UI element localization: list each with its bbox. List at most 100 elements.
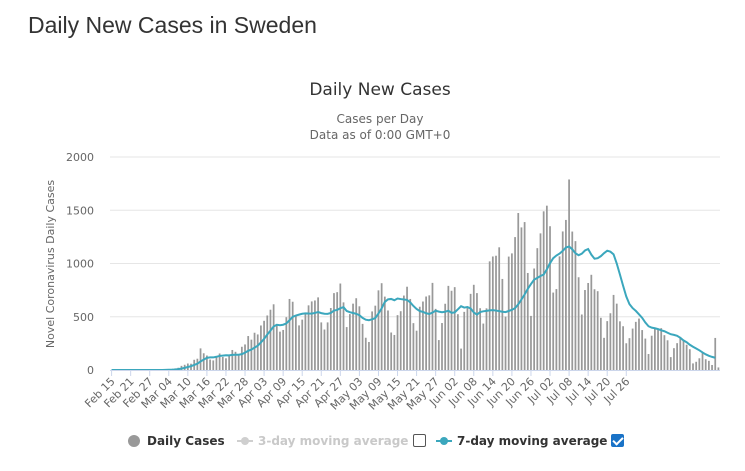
- legend-dot-icon: [128, 435, 140, 447]
- daily-cases-bar: [263, 320, 265, 370]
- daily-cases-bar: [396, 315, 399, 370]
- daily-cases-bar: [368, 341, 370, 370]
- y-tick-label: 0: [87, 364, 94, 377]
- daily-cases-bar: [272, 304, 275, 370]
- daily-cases-bar: [565, 219, 567, 370]
- y-axis-label: Novel Coronavirus Daily Cases: [44, 180, 57, 348]
- daily-cases-bar: [647, 354, 650, 370]
- daily-cases-bar: [298, 325, 300, 370]
- daily-cases-bar: [285, 317, 288, 370]
- daily-cases-bar: [526, 272, 529, 370]
- daily-cases-bar: [476, 293, 478, 370]
- legend-three-day-average[interactable]: 3-day moving average: [237, 430, 408, 452]
- daily-cases-bar: [717, 367, 720, 370]
- daily-cases-bar: [212, 360, 215, 370]
- daily-cases-bar: [209, 359, 211, 370]
- daily-cases-bar: [688, 349, 691, 370]
- legend-seven-label: 7-day moving average: [457, 434, 608, 448]
- daily-cases-bar: [507, 256, 510, 370]
- daily-cases-bar: [215, 357, 218, 370]
- daily-cases-bar: [329, 308, 332, 370]
- daily-cases-bar: [314, 300, 316, 370]
- daily-cases-bar: [692, 363, 694, 370]
- legend-three-label: 3-day moving average: [258, 434, 409, 448]
- daily-cases-bar: [666, 340, 669, 370]
- daily-cases-bars: [110, 179, 720, 370]
- daily-cases-bar: [549, 226, 551, 370]
- daily-cases-bar: [669, 357, 672, 370]
- daily-cases-bar: [294, 315, 297, 370]
- seven-day-average-checkbox[interactable]: [611, 434, 624, 447]
- daily-cases-bar: [558, 256, 561, 370]
- legend-daily-cases[interactable]: Daily Cases: [128, 430, 225, 452]
- daily-cases-bar: [466, 307, 469, 370]
- daily-cases-bar: [450, 290, 453, 370]
- daily-cases-bar: [336, 292, 339, 370]
- daily-cases-bar: [596, 291, 599, 370]
- daily-cases-bar: [599, 317, 602, 370]
- daily-cases-bar: [615, 303, 618, 370]
- daily-cases-bar: [609, 313, 612, 370]
- daily-cases-bar: [441, 323, 443, 370]
- daily-cases-bar: [431, 282, 434, 370]
- daily-cases-bar: [704, 359, 707, 370]
- daily-cases-bar: [612, 294, 615, 370]
- daily-cases-bar: [260, 325, 262, 370]
- daily-cases-bar: [358, 306, 361, 370]
- daily-cases-bar: [339, 283, 342, 370]
- daily-cases-bar: [345, 327, 348, 370]
- daily-cases-bar: [288, 298, 291, 370]
- daily-cases-bar: [399, 311, 402, 370]
- daily-cases-bar: [333, 293, 335, 370]
- daily-cases-bar: [457, 314, 459, 370]
- daily-cases-bar: [625, 343, 628, 370]
- y-axis-ticks: 0 500 1000 1500 2000: [66, 151, 94, 377]
- daily-cases-bar: [638, 318, 640, 370]
- daily-cases-bar: [590, 274, 593, 370]
- grid-lines: [110, 156, 720, 318]
- daily-cases-bar: [250, 339, 253, 370]
- daily-cases-bar: [654, 328, 656, 370]
- daily-cases-bar: [349, 314, 351, 370]
- daily-cases-bar: [291, 301, 294, 370]
- daily-cases-bar: [422, 301, 424, 370]
- daily-cases-bar: [657, 329, 659, 370]
- daily-cases-bar: [701, 352, 704, 370]
- daily-cases-bar: [679, 336, 682, 370]
- daily-cases-bar: [714, 337, 717, 370]
- daily-cases-bar: [393, 334, 396, 370]
- daily-cases-bar: [269, 309, 272, 370]
- daily-cases-bar: [634, 321, 637, 370]
- daily-cases-bar: [307, 305, 310, 370]
- daily-cases-bar: [695, 361, 698, 370]
- daily-cases-bar: [377, 290, 380, 370]
- three-day-average-checkbox[interactable]: [413, 434, 426, 447]
- daily-cases-bar: [231, 349, 234, 370]
- daily-cases-bar: [650, 335, 653, 370]
- daily-cases-bar: [676, 343, 678, 370]
- legend-line-marker-icon: [237, 435, 253, 447]
- daily-cases-bar: [310, 301, 313, 370]
- daily-cases-bar: [568, 179, 570, 370]
- daily-cases-bar: [644, 338, 647, 370]
- legend-seven-day-average[interactable]: 7-day moving average: [436, 430, 607, 452]
- daily-cases-bar: [317, 297, 319, 370]
- daily-cases-bar: [437, 340, 440, 370]
- daily-cases-bar: [412, 323, 415, 370]
- page-title: Daily New Cases in Sweden: [28, 12, 317, 38]
- daily-cases-bar: [361, 323, 364, 370]
- daily-cases-bar: [237, 355, 240, 370]
- daily-cases-bar: [479, 308, 482, 370]
- daily-cases-bar: [631, 328, 634, 370]
- daily-cases-bar: [580, 314, 583, 370]
- daily-cases-bar: [472, 284, 475, 370]
- daily-cases-bar: [574, 241, 577, 370]
- daily-cases-bar: [371, 311, 373, 370]
- daily-cases-bar: [584, 290, 586, 370]
- chart-subtitle-1: Cases per Day: [337, 112, 424, 126]
- chart-title: Daily New Cases: [309, 80, 451, 100]
- daily-cases-bar: [501, 278, 504, 370]
- daily-cases-bar: [536, 248, 539, 370]
- daily-cases-bar: [279, 331, 281, 370]
